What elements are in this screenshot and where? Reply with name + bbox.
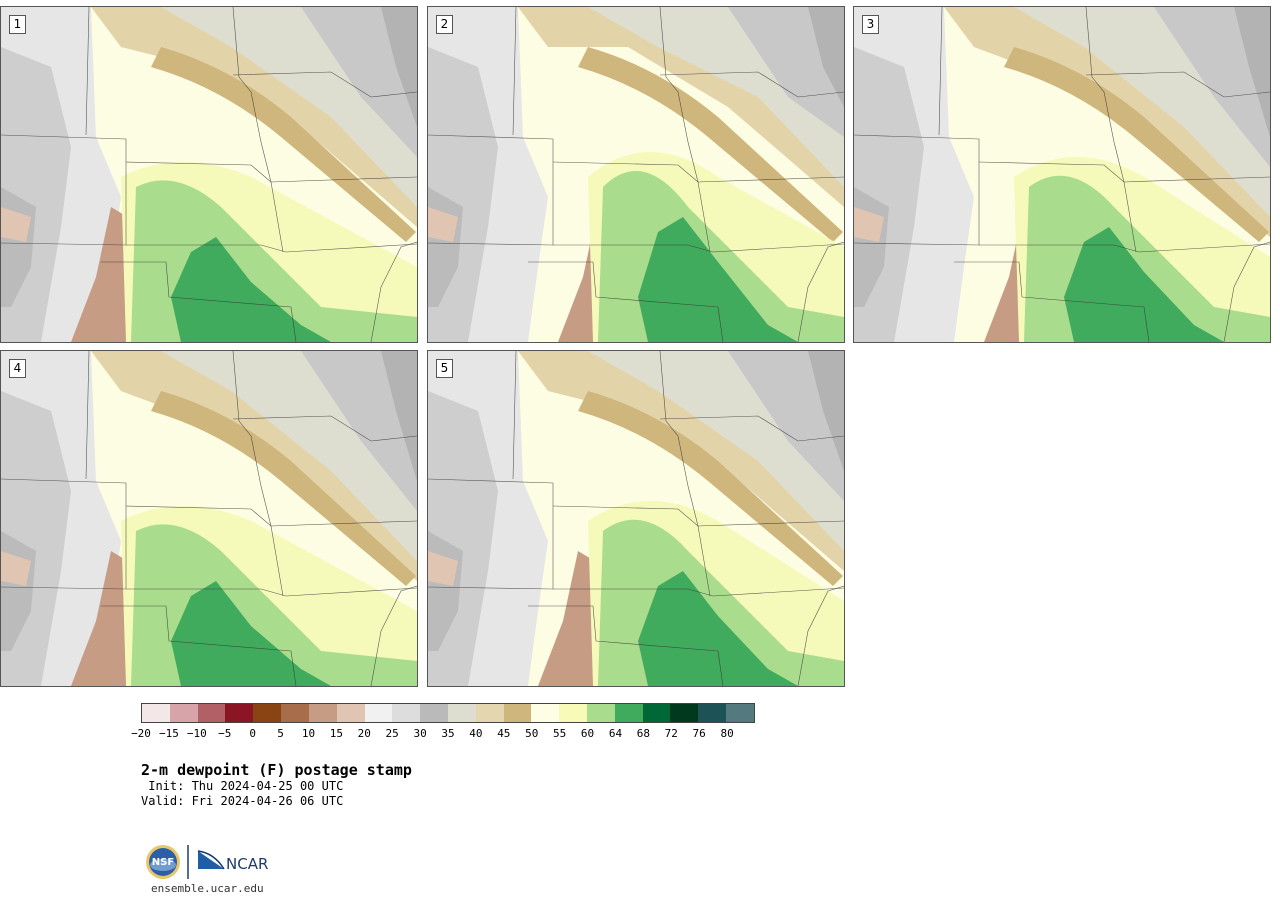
colorbar-tick-label: 5 bbox=[277, 727, 284, 740]
colorbar-swatch bbox=[169, 704, 198, 722]
colorbar-swatch bbox=[308, 704, 337, 722]
valid-time: Valid: Fri 2024-04-26 06 UTC bbox=[141, 794, 344, 808]
member-label: 5 bbox=[436, 359, 453, 378]
postage-stamp-1: 1 bbox=[0, 6, 418, 343]
colorbar-swatch bbox=[614, 704, 643, 722]
colorbar-swatch bbox=[531, 704, 560, 722]
dewpoint-map bbox=[1, 7, 417, 342]
colorbar-tick-label: 25 bbox=[385, 727, 399, 740]
colorbar-tick-label: 45 bbox=[497, 727, 511, 740]
colorbar-swatch bbox=[364, 704, 393, 722]
colorbar-tick-label: 80 bbox=[720, 727, 734, 740]
dewpoint-map bbox=[428, 351, 844, 686]
colorbar-swatch bbox=[447, 704, 476, 722]
colorbar-swatch bbox=[336, 704, 365, 722]
colorbar-tick-label: 20 bbox=[357, 727, 371, 740]
colorbar-swatch bbox=[587, 704, 615, 722]
colorbar-tick-label: 35 bbox=[441, 727, 455, 740]
colorbar-swatch bbox=[642, 704, 671, 722]
colorbar-swatch bbox=[670, 704, 699, 722]
colorbar-swatch bbox=[392, 704, 421, 722]
init-time: Init: Thu 2024-04-25 00 UTC bbox=[141, 779, 344, 793]
member-label: 1 bbox=[9, 15, 26, 34]
colorbar-tick-label: 50 bbox=[525, 727, 539, 740]
dewpoint-map bbox=[854, 7, 1270, 342]
colorbar-tick-label: 64 bbox=[608, 727, 623, 740]
colorbar-tick-label: 40 bbox=[469, 727, 483, 740]
nsf-text: NSF bbox=[152, 857, 174, 868]
colorbar-tick-label: 72 bbox=[664, 727, 678, 740]
colorbar-ticks: −20 −15 −10 −5 0 5 10 15 20 25 30 35 40 45 50 55 60 64 68 7… bbox=[131, 727, 755, 741]
colorbar-tick-label: 76 bbox=[692, 727, 706, 740]
dewpoint-map bbox=[1, 351, 417, 686]
colorbar-swatch bbox=[559, 704, 587, 722]
colorbar-tick-label: 55 bbox=[553, 727, 567, 740]
postage-stamp-3: 3 bbox=[853, 6, 1271, 343]
colorbar-swatch bbox=[197, 704, 226, 722]
colorbar-tick-label: 60 bbox=[580, 727, 595, 740]
chart-title: 2-m dewpoint (F) postage stamp bbox=[141, 761, 412, 779]
colorbar-tick-label: 68 bbox=[636, 727, 650, 740]
colorbar-swatch bbox=[503, 704, 532, 722]
ncar-text: NCAR bbox=[226, 855, 268, 873]
colorbar-swatch bbox=[475, 704, 504, 722]
colorbar-tick-label: 30 bbox=[413, 727, 427, 740]
colorbar-tick-label: −15 bbox=[158, 727, 179, 740]
member-label: 3 bbox=[862, 15, 879, 34]
nsf-logo-icon: NSF bbox=[146, 845, 180, 879]
ncar-logo-icon: NCAR bbox=[197, 850, 268, 873]
postage-stamp-2: 2 bbox=[427, 6, 845, 343]
dewpoint-map bbox=[428, 7, 844, 342]
colorbar-swatch bbox=[253, 704, 282, 722]
member-label: 4 bbox=[9, 359, 26, 378]
colorbar-tick-label: 15 bbox=[329, 727, 343, 740]
member-label: 2 bbox=[436, 15, 453, 34]
colorbar-tick-label: −5 bbox=[218, 727, 232, 740]
colorbar-tick-label: 0 bbox=[249, 727, 256, 740]
postage-stamp-4: 4 bbox=[0, 350, 418, 687]
colorbar-swatch bbox=[698, 704, 727, 722]
site-url: ensemble.ucar.edu bbox=[151, 882, 264, 895]
colorbar-tick-label: −20 bbox=[131, 727, 151, 740]
colorbar-swatch bbox=[225, 704, 254, 722]
colorbar-swatch bbox=[726, 704, 754, 722]
postage-stamp-5: 5 bbox=[427, 350, 845, 687]
logos: NSF NCAR bbox=[144, 843, 274, 881]
colorbar bbox=[141, 703, 755, 723]
colorbar-tick-label: −10 bbox=[186, 727, 207, 740]
colorbar-swatch bbox=[420, 704, 448, 722]
colorbar-swatch bbox=[142, 704, 170, 722]
colorbar-swatch bbox=[281, 704, 309, 722]
colorbar-tick-label: 10 bbox=[301, 727, 316, 740]
